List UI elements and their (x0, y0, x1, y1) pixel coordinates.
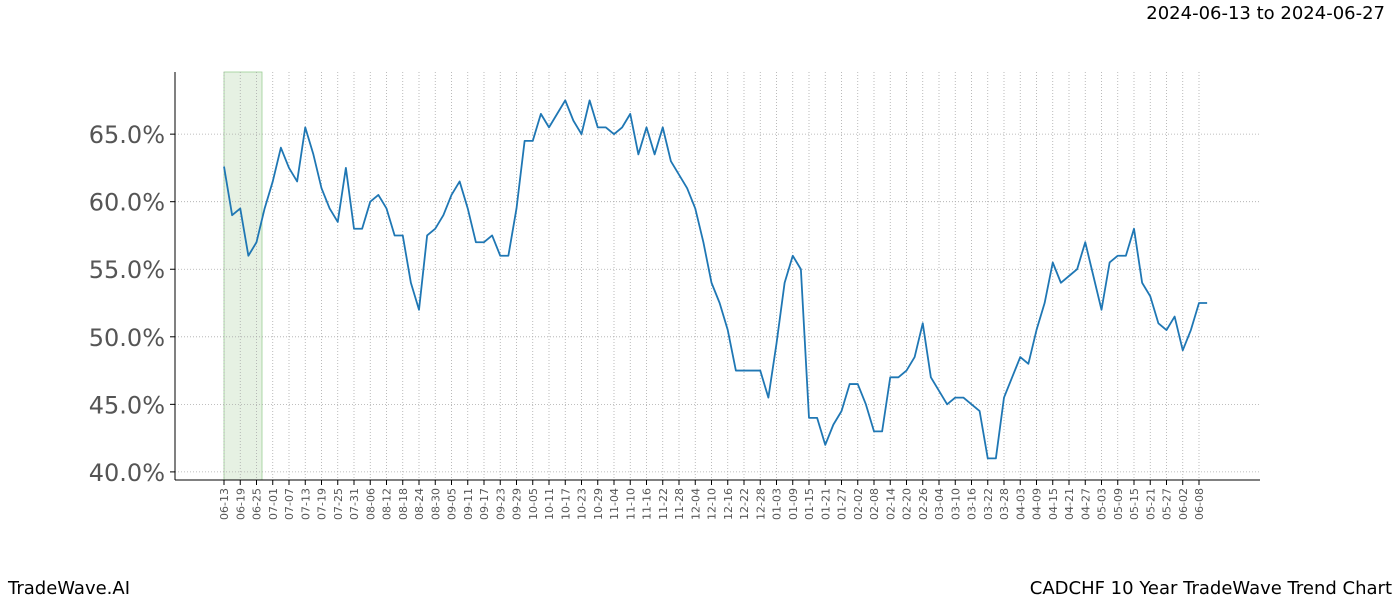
x-tick-label: 02-20 (901, 488, 914, 520)
y-tick-label: 50.0% (89, 324, 165, 352)
y-tick-label: 60.0% (89, 189, 165, 217)
x-tick-label: 03-04 (933, 488, 946, 520)
x-tick-label: 12-16 (722, 488, 735, 520)
x-tick-label: 08-12 (381, 488, 394, 520)
x-tick-label: 08-24 (413, 488, 426, 520)
plot: 40.0% 45.0% 50.0% 55.0% 60.0% 65.0% 06-13 06-19… (89, 72, 1260, 520)
x-tick-label: 12-28 (754, 488, 767, 520)
date-range: 2024-06-13 to 2024-06-27 (1146, 3, 1385, 24)
y-tick-label: 65.0% (89, 121, 165, 149)
x-tick-label: 04-15 (1047, 488, 1060, 520)
x-tick-label: 05-21 (1144, 488, 1157, 520)
x-tick-label: 07-31 (348, 488, 361, 520)
x-tick-label: 01-21 (819, 488, 832, 520)
x-tick-label: 09-11 (462, 488, 475, 520)
x-tick-label: 10-11 (543, 488, 556, 520)
x-tick-label: 11-04 (608, 488, 621, 520)
x-tick-label: 11-28 (673, 488, 686, 520)
x-tick-label: 10-29 (592, 488, 605, 520)
x-tick-label: 09-17 (478, 488, 491, 520)
x-tick-label: 07-25 (332, 488, 345, 520)
x-tick-label: 06-02 (1177, 488, 1190, 520)
chart-title: CADCHF 10 Year TradeWave Trend Chart (1030, 578, 1392, 599)
x-tick-label: 08-18 (397, 488, 410, 520)
x-tick-label: 12-22 (738, 488, 751, 520)
x-tick-label: 02-02 (852, 488, 865, 520)
x-tick-label: 07-19 (316, 488, 329, 520)
x-tick-label: 07-13 (299, 488, 312, 520)
x-tick-label: 11-22 (657, 488, 670, 520)
x-tick-label: 04-27 (1079, 488, 1092, 520)
highlight-band (223, 71, 263, 481)
x-tick-label: 05-27 (1161, 488, 1174, 520)
x-tick-label: 07-01 (267, 488, 280, 520)
x-tick-label: 03-28 (998, 488, 1011, 520)
x-tick-label: 12-10 (706, 488, 719, 520)
brand: TradeWave.AI (7, 578, 130, 599)
x-tick-label: 01-15 (803, 488, 816, 520)
x-tick-label: 07-07 (283, 488, 296, 520)
x-tick-label: 09-05 (446, 488, 459, 520)
x-tick-label: 09-23 (494, 488, 507, 520)
x-tick-label: 11-10 (624, 488, 637, 520)
x-tick-label: 08-30 (429, 488, 442, 520)
series-line (223, 99, 1208, 460)
x-tick-label: 06-08 (1193, 488, 1206, 520)
x-tick-label: 02-26 (917, 488, 930, 520)
x-tick-label: 06-25 (251, 488, 264, 520)
x-tick-label: 04-03 (1014, 488, 1027, 520)
x-tick-label: 12-04 (689, 488, 702, 520)
x-tick-label: 01-27 (836, 488, 849, 520)
x-tick-label: 04-09 (1031, 488, 1044, 520)
x-tick-label: 10-05 (527, 488, 540, 520)
y-tick-label: 45.0% (89, 391, 165, 419)
x-tick-label: 03-22 (982, 488, 995, 520)
x-tick-label: 10-23 (576, 488, 589, 520)
x-tick-label: 05-03 (1096, 488, 1109, 520)
x-tick-label: 02-08 (868, 488, 881, 520)
x-tick-label: 04-21 (1063, 488, 1076, 520)
x-tick-label: 03-16 (966, 488, 979, 520)
x-tick-label: 01-09 (787, 488, 800, 520)
x-tick-label: 09-29 (511, 488, 524, 520)
y-tick-label: 55.0% (89, 256, 165, 284)
x-tick-label: 01-03 (771, 488, 784, 520)
x-tick-label: 03-10 (949, 488, 962, 520)
x-tick-label: 05-09 (1112, 488, 1125, 520)
y-tick-label: 40.0% (89, 459, 165, 487)
x-tick-label: 05-15 (1128, 488, 1141, 520)
x-tick-label: 08-06 (364, 488, 377, 520)
x-tick-label: 02-14 (884, 488, 897, 520)
x-tick-label: 11-16 (641, 488, 654, 520)
x-tick-label: 10-17 (559, 488, 572, 520)
x-tick-label: 06-19 (234, 488, 247, 520)
x-tick-label: 06-13 (218, 488, 231, 520)
